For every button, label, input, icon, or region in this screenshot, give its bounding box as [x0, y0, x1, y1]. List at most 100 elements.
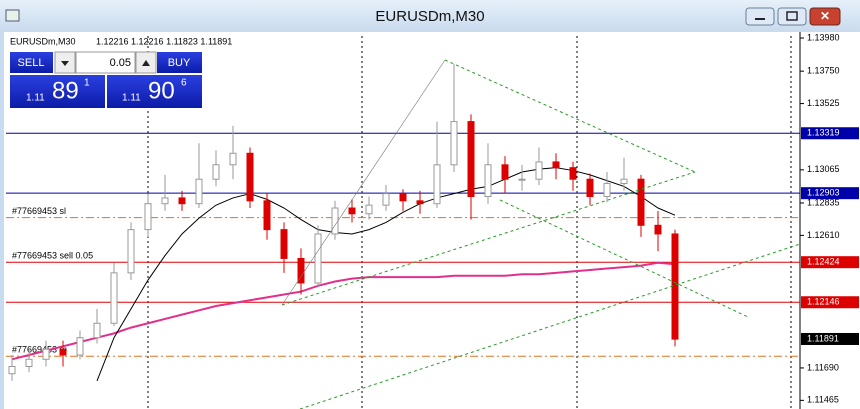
buy-label: BUY — [168, 57, 191, 69]
candle-body — [450, 121, 458, 166]
price-label-box — [801, 256, 859, 269]
candle-body — [535, 161, 543, 180]
lot-input[interactable] — [75, 51, 136, 74]
trend-line — [281, 171, 696, 306]
ask-big: 90 — [148, 77, 175, 104]
ask-box[interactable] — [107, 75, 202, 108]
trend-line — [299, 243, 801, 409]
candle-body — [365, 204, 373, 215]
price-label-box — [801, 296, 859, 309]
price-label-box — [801, 332, 859, 345]
candle-body — [314, 233, 322, 284]
candle-body — [654, 224, 662, 235]
restore-button[interactable] — [777, 7, 807, 26]
candle-body — [416, 200, 424, 205]
ohlc-info: 1.12216 1.12216 1.11823 1.11891 — [96, 36, 232, 46]
moving-average — [96, 167, 676, 382]
minimize-button[interactable] — [745, 7, 775, 26]
candle-body — [467, 121, 475, 197]
price-label: 1.12903 — [807, 188, 840, 198]
candle-body — [144, 203, 152, 231]
candle-body — [620, 178, 628, 185]
close-icon: ✕ — [820, 9, 830, 23]
candle-body — [212, 164, 220, 180]
trend-line — [499, 199, 749, 318]
y-tick-label: 1.12835 — [807, 197, 840, 207]
symbol-info: EURUSDm,M30 — [10, 36, 76, 46]
candle-body — [280, 229, 288, 259]
candle-body — [671, 233, 679, 340]
candle-body — [8, 365, 16, 375]
price-label: 1.12146 — [807, 297, 840, 307]
title-bar — [0, 0, 860, 32]
candle-body — [93, 322, 101, 339]
bid-box[interactable] — [10, 75, 105, 108]
candle-body — [42, 348, 50, 360]
price-label-box — [801, 187, 859, 200]
y-tick-label: 1.13750 — [807, 66, 840, 76]
plot: #77669453 sell 0.05 #77669453 sl #77669453… — [6, 63, 800, 382]
buy-button[interactable] — [157, 52, 202, 73]
level-text: #77669453 sell 0.05 — [12, 251, 93, 261]
candle-body — [263, 200, 271, 231]
candle-body — [246, 152, 254, 202]
up-arrow — [142, 60, 150, 66]
bid-prefix: 1.11 — [26, 93, 45, 104]
sell-label: SELL — [18, 57, 45, 69]
y-tick-label: 1.11465 — [807, 395, 839, 405]
candle-body — [59, 348, 67, 356]
trend-line — [281, 59, 446, 306]
app-icon — [5, 9, 20, 22]
restore-icon — [786, 11, 798, 21]
candle-body — [382, 193, 390, 206]
candle-body — [433, 164, 441, 205]
candle-body — [195, 178, 203, 205]
down-arrow — [61, 61, 69, 66]
candle-body — [637, 178, 645, 226]
sell-button[interactable] — [10, 52, 53, 73]
bid-small: 1 — [84, 78, 90, 89]
bid-big: 89 — [52, 77, 79, 104]
close-button[interactable] — [809, 7, 841, 26]
price-label: 1.11891 — [807, 333, 839, 343]
candle-body — [161, 197, 169, 205]
y-tick-label: 1.13065 — [807, 164, 840, 174]
y-tick-label: 1.12610 — [807, 230, 840, 240]
candle-body — [127, 229, 135, 274]
trend-lines — [281, 59, 801, 409]
candle-body — [399, 193, 407, 202]
candle-body — [569, 167, 577, 180]
candle-body — [586, 178, 594, 197]
moving-average — [11, 261, 676, 361]
candle-body — [501, 164, 509, 180]
y-tick-label: 1.13525 — [807, 98, 840, 108]
y-tick-label: 1.13980 — [807, 32, 840, 42]
candle-body — [518, 178, 526, 181]
price-axis: 1.13980 1.13750 1.13525 1.13065 1.12835 1.126… — [800, 32, 859, 405]
candle-body — [331, 207, 339, 235]
candle-body — [552, 161, 560, 169]
candle-body — [484, 164, 492, 197]
candle-body — [25, 358, 33, 367]
candle-body — [178, 197, 186, 205]
window-title: EURUSDm,M30 — [375, 8, 484, 25]
price-label-box — [801, 127, 859, 140]
ask-small: 6 — [181, 78, 187, 89]
candle-body — [297, 257, 305, 284]
candle-body — [229, 152, 237, 166]
candle-body — [348, 207, 356, 215]
candle-body — [603, 183, 611, 197]
level-text: #77669453 tp — [12, 345, 67, 355]
candle-body — [76, 337, 84, 356]
price-label: 1.13319 — [807, 128, 840, 138]
one-click-panel: SELL 0.05 BUY 1.11 89 1 1.11 90 6 — [10, 51, 202, 108]
candle-body — [110, 272, 118, 324]
y-tick-label: 1.11690 — [807, 362, 839, 372]
trend-line — [444, 59, 696, 173]
lot-value: 0.05 — [110, 57, 131, 69]
price-label: 1.12424 — [807, 257, 840, 267]
level-text: #77669453 sl — [12, 206, 66, 216]
ask-prefix: 1.11 — [122, 93, 141, 104]
